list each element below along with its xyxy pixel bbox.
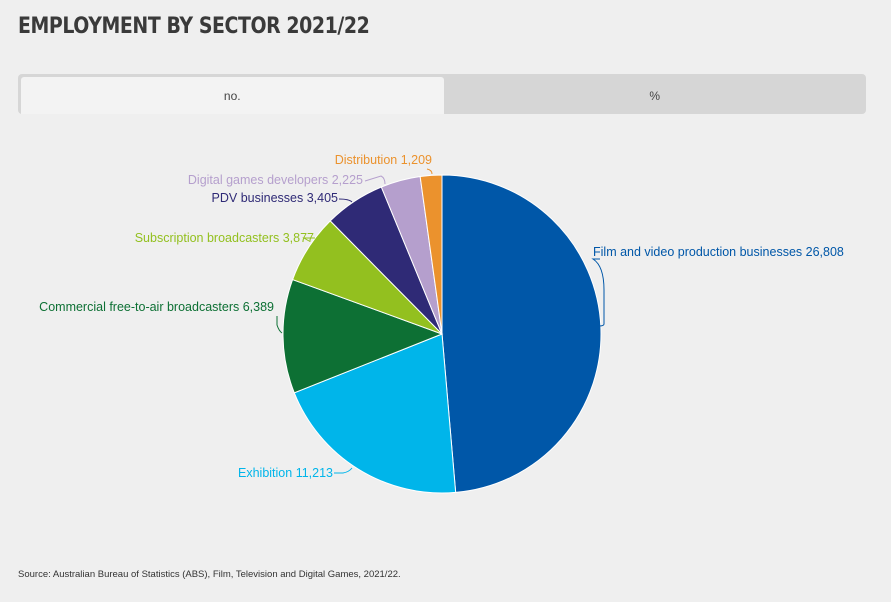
- label-commercial-free-to-air-broadcasters: Commercial free-to-air broadcasters 6,38…: [39, 300, 274, 314]
- pie-chart: Film and video production businesses 26,…: [39, 153, 844, 494]
- slice-commercial-free-to-air-broadcasters[interactable]: [282, 278, 444, 394]
- label-digital-games-developers: Digital games developers 2,225: [188, 173, 363, 187]
- leader-commercial-free-to-air-broadcasters: [276, 316, 283, 334]
- view-tabs: no. %: [18, 74, 866, 114]
- slice-exhibition[interactable]: [293, 333, 457, 494]
- leader-pdv-businesses: [338, 198, 353, 203]
- chart-title: EMPLOYMENT BY SECTOR 2021/22: [18, 14, 370, 39]
- leader-digital-games-developers: [364, 175, 386, 185]
- leader-distribution: [426, 168, 433, 175]
- slice-distribution[interactable]: [419, 174, 443, 335]
- tab-percent[interactable]: %: [649, 88, 661, 103]
- leader-film-and-video-production-businesses: [591, 258, 605, 327]
- slice-film-and-video-production-businesses[interactable]: [441, 174, 602, 493]
- leader-lines: [276, 168, 605, 474]
- label-subscription-broadcasters: Subscription broadcasters 3,877: [135, 231, 314, 245]
- leader-subscription-broadcasters: [302, 237, 315, 242]
- pie-slices: [282, 174, 602, 494]
- label-distribution: Distribution 1,209: [335, 153, 432, 167]
- label-pdv-businesses: PDV businesses 3,405: [212, 191, 339, 205]
- label-film-and-video-production-businesses: Film and video production businesses 26,…: [593, 245, 844, 259]
- tab-number[interactable]: no.: [21, 77, 444, 114]
- source-note: Source: Australian Bureau of Statistics …: [18, 569, 401, 580]
- leader-exhibition: [334, 467, 353, 474]
- slice-labels: Film and video production businesses 26,…: [39, 153, 844, 480]
- label-exhibition: Exhibition 11,213: [238, 466, 333, 480]
